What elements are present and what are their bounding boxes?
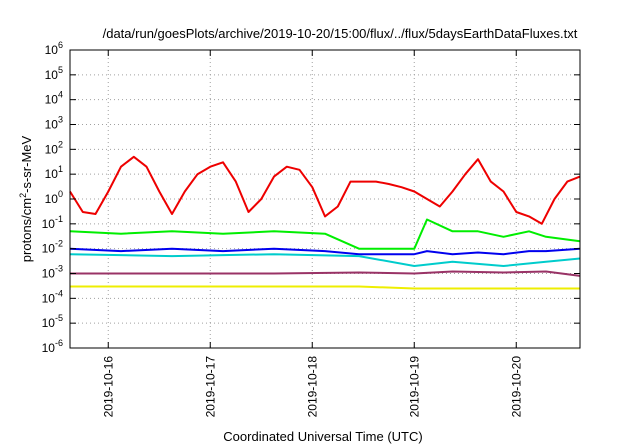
series-layer — [69, 155, 581, 290]
y-tick-label-base: 10 — [45, 93, 59, 107]
y-axis: 10-610-510-410-310-210-11001011021031041… — [42, 40, 580, 355]
y-tick-label: 103 — [45, 115, 63, 132]
y-tick-label: 105 — [45, 65, 63, 82]
y-tick-label-exp: -2 — [55, 239, 63, 249]
y-tick-label-exp: -5 — [55, 313, 63, 323]
y-tick-label: 102 — [45, 139, 63, 156]
y-tick-label-base: 10 — [45, 68, 59, 82]
y-tick-label-exp: 6 — [58, 40, 63, 50]
y-tick-label: 104 — [45, 90, 63, 107]
y-tick-label: 10-2 — [42, 239, 63, 256]
y-tick-label-exp: 3 — [58, 115, 63, 125]
x-tick-label: 2019-10-20 — [509, 356, 523, 418]
y-tick-label: 10-3 — [42, 264, 63, 281]
x-axis: 2019-10-16 2019-10-17 2019-10-18 2019-10-19… — [101, 50, 523, 417]
series-line-0 — [69, 155, 581, 225]
y-tick-label-base: 10 — [42, 316, 56, 330]
y-tick-label-base: 10 — [42, 267, 56, 281]
grid-lines — [70, 50, 580, 348]
y-axis-label-rest: -s-sr-MeV — [19, 135, 34, 192]
y-tick-label-exp: 2 — [58, 139, 63, 149]
x-tick-label: 2019-10-19 — [407, 356, 421, 418]
y-tick-label-exp: 0 — [58, 189, 63, 199]
y-tick-label-base: 10 — [45, 118, 59, 132]
y-tick-label: 106 — [45, 40, 63, 57]
y-tick-label-base: 10 — [42, 291, 56, 305]
y-tick-label-base: 10 — [45, 142, 59, 156]
series-line-4 — [70, 270, 581, 277]
y-tick-label-exp: -3 — [55, 264, 63, 274]
y-tick-label: 10-1 — [42, 214, 63, 231]
y-tick-label-base: 10 — [45, 167, 59, 181]
x-tick-label: 2019-10-16 — [101, 356, 115, 418]
y-tick-label-base: 10 — [42, 217, 56, 231]
series-line-1 — [69, 218, 581, 250]
chart-title: /data/run/goesPlots/archive/2019-10-20/1… — [103, 26, 578, 41]
x-tick-label: 2019-10-18 — [305, 356, 319, 418]
series-line-2 — [69, 247, 581, 256]
y-tick-label-base: 10 — [42, 341, 56, 355]
y-tick-label-exp: 1 — [58, 164, 63, 174]
y-tick-label-exp: -1 — [55, 214, 63, 224]
y-tick-label-exp: -4 — [55, 288, 63, 298]
y-tick-label: 100 — [45, 189, 63, 206]
y-tick-label-exp: 5 — [58, 65, 63, 75]
y-tick-label: 10-6 — [42, 338, 63, 355]
y-tick-label-base: 10 — [45, 192, 59, 206]
y-axis-label-sup: 2 — [18, 193, 28, 198]
y-tick-label-exp: -6 — [55, 338, 63, 348]
y-axis-label: protons/cm2-s-sr-MeV — [18, 135, 34, 262]
series-line-5 — [70, 285, 580, 290]
x-axis-label: Coordinated Universal Time (UTC) — [223, 429, 422, 444]
y-axis-label-base: protons/cm — [19, 198, 34, 262]
y-tick-label: 101 — [45, 164, 63, 181]
y-tick-label-exp: 4 — [58, 90, 63, 100]
x-tick-label: 2019-10-17 — [203, 356, 217, 418]
y-tick-label: 10-5 — [42, 313, 63, 330]
y-tick-label-base: 10 — [42, 242, 56, 256]
series-line-3 — [69, 253, 581, 267]
y-tick-label: 10-4 — [42, 288, 63, 305]
y-tick-label-base: 10 — [45, 43, 59, 57]
